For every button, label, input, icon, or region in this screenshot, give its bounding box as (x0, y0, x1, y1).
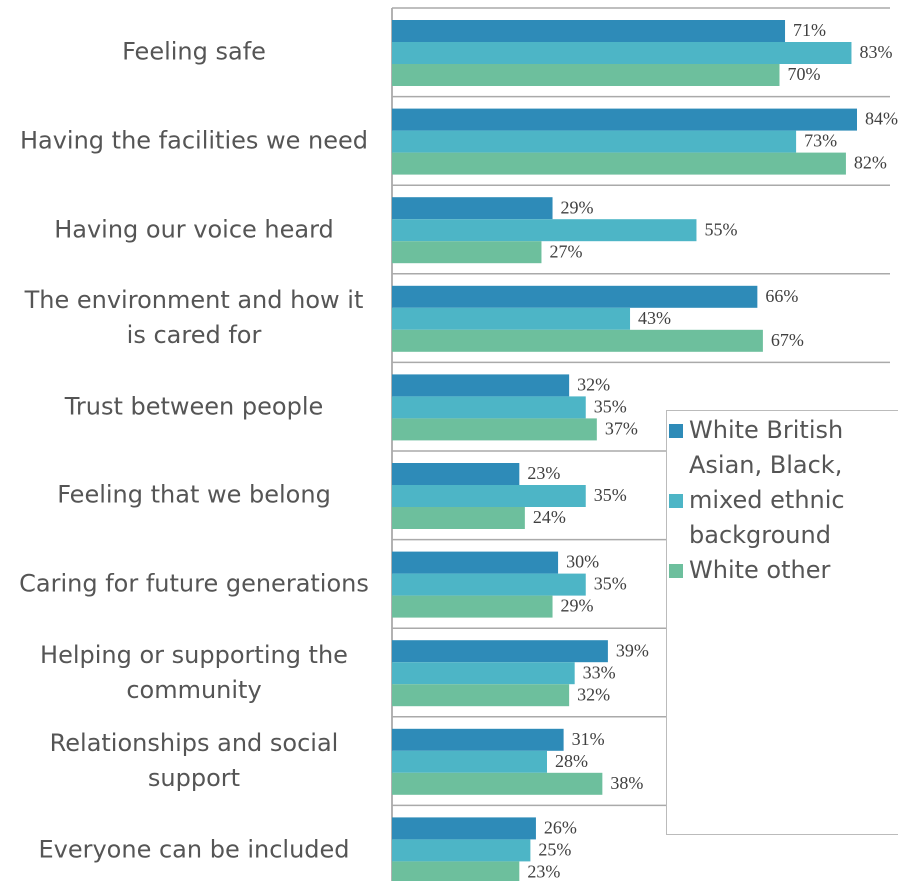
category-label: Everyone can be included (38, 835, 350, 864)
value-label: 33% (583, 662, 616, 682)
value-label: 67% (771, 330, 804, 350)
legend-swatch (669, 563, 683, 578)
bar (392, 374, 570, 397)
legend-label: White other (689, 556, 831, 584)
bar (392, 197, 553, 220)
value-label: 27% (549, 241, 582, 261)
value-label: 35% (594, 574, 627, 594)
category-label: Having our voice heard (54, 215, 334, 243)
bar (392, 130, 797, 153)
value-label: 35% (594, 485, 627, 505)
bar (392, 595, 553, 618)
value-label: 84% (865, 109, 898, 129)
bar (392, 152, 846, 175)
bar (392, 662, 575, 685)
value-label: 32% (577, 375, 610, 395)
value-label: 39% (616, 640, 649, 660)
bar (392, 861, 520, 881)
value-label: 29% (561, 596, 594, 616)
bar (392, 241, 542, 264)
bar (392, 485, 586, 507)
bar (392, 573, 586, 596)
category-label: Helping or supporting the community (40, 640, 348, 704)
value-label: 71% (793, 20, 826, 40)
bar (392, 750, 547, 773)
value-label: 25% (538, 840, 571, 860)
legend-item: Asian, Black, mixed ethnic background (667, 448, 889, 553)
legend-swatch (669, 423, 683, 438)
value-label: 37% (605, 419, 638, 439)
bar (392, 108, 857, 131)
value-label: 31% (572, 729, 605, 749)
bar (392, 396, 586, 419)
legend-item: White British (667, 413, 889, 448)
category-label: Relationships and social support (49, 729, 339, 793)
category-label: Having the facilities we need (19, 126, 369, 155)
bar (392, 463, 520, 485)
bar (392, 307, 631, 330)
value-label: 83% (859, 42, 892, 62)
value-label: 24% (533, 507, 566, 527)
category-label: Caring for future generations (19, 569, 369, 598)
bar (392, 684, 570, 707)
legend-item: White other (667, 553, 889, 588)
legend-label: White British (689, 416, 844, 444)
value-label: 30% (566, 552, 599, 572)
value-label: 38% (610, 773, 643, 793)
bar (392, 418, 597, 441)
legend-swatch (669, 493, 683, 508)
value-label: 66% (765, 286, 798, 306)
bar (392, 329, 763, 352)
value-label: 35% (594, 397, 627, 417)
value-label: 32% (577, 684, 610, 704)
legend: White British Asian, Black, mixed ethnic … (666, 410, 898, 835)
category-label: The environment and how it is cared for (24, 286, 364, 350)
value-label: 29% (561, 197, 594, 217)
value-label: 73% (804, 131, 837, 151)
value-label: 23% (527, 862, 560, 881)
value-label: 55% (704, 219, 737, 239)
category-label: Feeling safe (122, 37, 266, 66)
bar (392, 640, 608, 663)
legend-label: Asian, Black, mixed ethnic background (689, 451, 845, 549)
value-label: 26% (544, 818, 577, 838)
bar (392, 507, 525, 529)
bar (392, 20, 786, 42)
bar (392, 817, 536, 840)
bar (392, 219, 697, 242)
value-label: 82% (854, 153, 887, 173)
value-label: 28% (555, 751, 588, 771)
value-label: 43% (638, 308, 671, 328)
bar (392, 839, 531, 862)
bar (392, 64, 780, 86)
bar (392, 42, 852, 64)
bar (392, 728, 564, 751)
bar (392, 772, 603, 795)
value-label: 23% (527, 463, 560, 483)
value-label: 70% (788, 64, 821, 84)
bar (392, 285, 758, 308)
category-label: Feeling that we belong (57, 480, 331, 509)
bar (392, 551, 559, 574)
category-label: Trust between people (64, 392, 324, 421)
